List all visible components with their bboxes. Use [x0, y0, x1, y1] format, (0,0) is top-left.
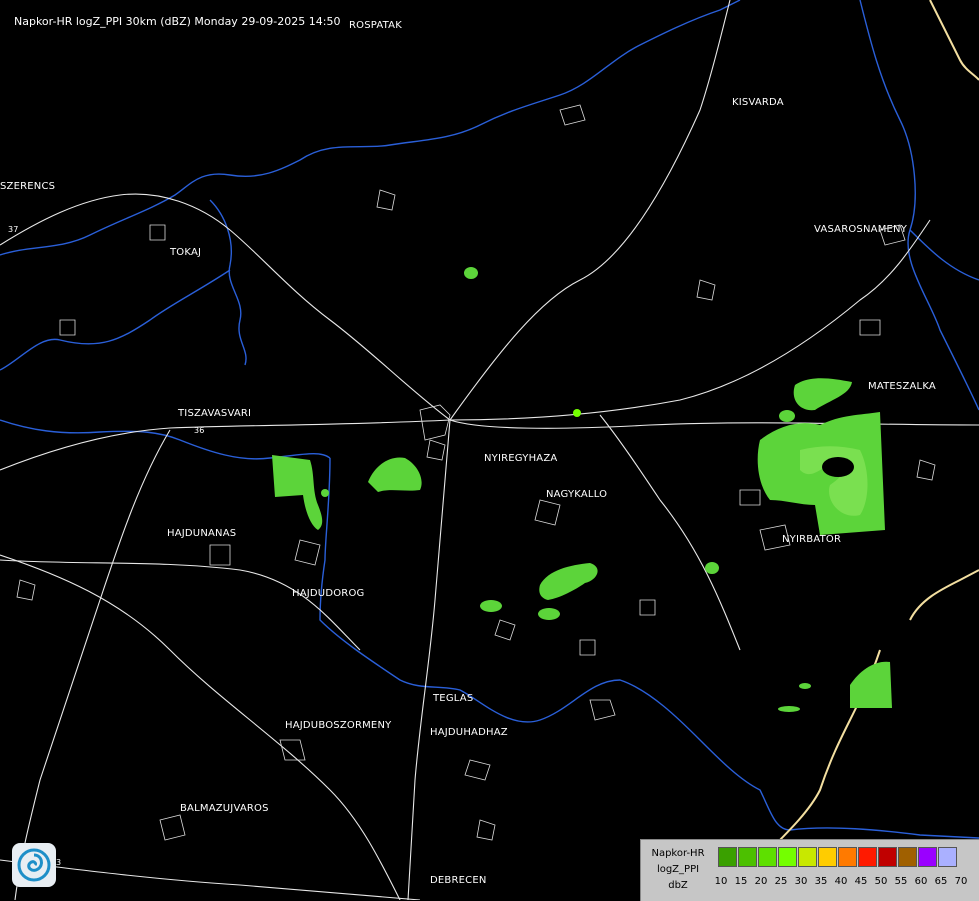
- legend-swatch: [838, 847, 857, 867]
- legend-tick-label: 40: [834, 876, 848, 887]
- road-number: 37: [8, 225, 19, 234]
- legend: Napkor-HR logZ_PPI dbZ 10 15 20 25 30 35 40 45 5…: [640, 839, 979, 901]
- city-label: TISZAVASVARI: [178, 408, 252, 419]
- rivers: [0, 0, 979, 839]
- legend-tick-label: 30: [794, 876, 808, 887]
- city-label: TOKAJ: [170, 247, 202, 258]
- city-label: HAJDUHADHAZ: [430, 727, 508, 738]
- weather-service-logo-icon: [12, 843, 56, 887]
- city-label: NYIRBATOR: [782, 534, 842, 545]
- city-label: BALMAZUJVAROS: [180, 803, 269, 814]
- legend-tick-label: 10: [714, 876, 728, 887]
- road-number: 3: [56, 858, 62, 867]
- legend-line2: logZ_PPI: [656, 864, 700, 875]
- legend-tick-label: 70: [954, 876, 968, 887]
- city-label: HAJDUDOROG: [292, 588, 365, 599]
- legend-swatches: [718, 847, 958, 867]
- settlement-outlines: [16, 104, 936, 841]
- legend-tick-label: 65: [934, 876, 948, 887]
- legend-unit: dbZ: [668, 880, 688, 891]
- city-label: TEGLAS: [433, 693, 474, 704]
- legend-swatch: [778, 847, 797, 867]
- city-label: VASAROSNAMENY: [814, 224, 908, 235]
- legend-swatch: [798, 847, 817, 867]
- legend-tick-label: 55: [894, 876, 908, 887]
- legend-tick-label: 60: [914, 876, 928, 887]
- city-label: HAJDUNANAS: [167, 528, 237, 539]
- city-label: SZERENCS: [0, 181, 56, 192]
- legend-tick-label: 45: [854, 876, 868, 887]
- legend-line1: Napkor-HR: [651, 848, 705, 859]
- legend-swatch: [738, 847, 757, 867]
- legend-swatch: [938, 847, 957, 867]
- map-title: Napkor-HR logZ_PPI 30km (dBZ) Monday 29-…: [14, 15, 341, 28]
- legend-swatch: [918, 847, 937, 867]
- city-label: NAGYKALLO: [546, 489, 608, 500]
- legend-ticks: 10 15 20 25 30 35 40 45 50 55 60 65 70: [711, 876, 971, 887]
- city-label: NYIREGYHAZA: [484, 453, 558, 464]
- legend-tick-label: 15: [734, 876, 748, 887]
- city-label: HAJDUBOSZORMENY: [285, 720, 392, 731]
- legend-swatch: [758, 847, 777, 867]
- road-number: 36: [194, 426, 205, 435]
- city-label: ROSPATAK: [349, 20, 402, 31]
- city-label: DEBRECEN: [430, 875, 487, 886]
- legend-tick-label: 35: [814, 876, 828, 887]
- legend-tick-label: 50: [874, 876, 888, 887]
- legend-swatch: [858, 847, 877, 867]
- city-label: KISVARDA: [732, 97, 784, 108]
- legend-swatch: [878, 847, 897, 867]
- legend-swatch: [818, 847, 837, 867]
- legend-swatch: [898, 847, 917, 867]
- legend-tick-label: 25: [774, 876, 788, 887]
- city-label: MATESZALKA: [868, 381, 936, 392]
- legend-swatch: [718, 847, 737, 867]
- radar-echoes: [272, 267, 892, 712]
- legend-tick-label: 20: [754, 876, 768, 887]
